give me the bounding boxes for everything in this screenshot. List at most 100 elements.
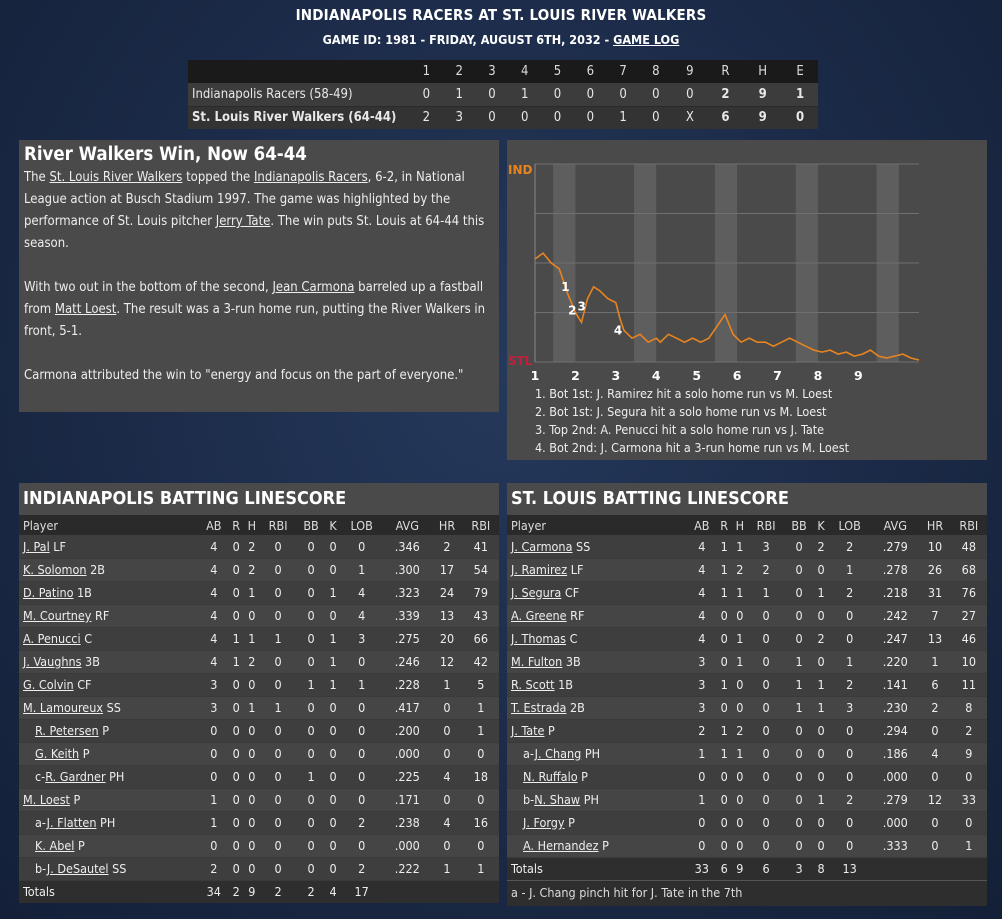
batting-col-header[interactable]: H bbox=[731, 515, 748, 535]
batting-col-header[interactable]: AB bbox=[199, 515, 229, 535]
batting-col-header[interactable]: LOB bbox=[828, 515, 872, 535]
player-link[interactable]: J. Tate bbox=[511, 723, 545, 738]
player-link[interactable]: M. Fulton bbox=[511, 654, 563, 669]
batting-col-header[interactable]: R bbox=[228, 515, 244, 535]
inning-tick-label: 3 bbox=[611, 368, 620, 380]
player-link[interactable]: J. Vaughns bbox=[23, 654, 82, 669]
stat-cell: 2 bbox=[731, 558, 748, 582]
sub-prefix: a- bbox=[523, 746, 535, 761]
player-position: 2B bbox=[566, 700, 585, 715]
player-link[interactable]: J. Carmona bbox=[511, 538, 573, 554]
stat-cell: 0 bbox=[325, 834, 341, 858]
batting-col-header[interactable]: HR bbox=[919, 515, 951, 535]
player-cell: J. Tate P bbox=[507, 719, 687, 743]
player-link-tate[interactable]: Jerry Tate bbox=[215, 214, 271, 229]
stat-cell: .141 bbox=[871, 673, 920, 697]
inning-tick-label: 6 bbox=[733, 368, 742, 380]
batting-col-header[interactable]: K bbox=[325, 515, 341, 535]
batting-col-header[interactable]: RBI bbox=[259, 515, 297, 535]
player-link[interactable]: R. Gardner bbox=[45, 769, 106, 784]
batting-col-header[interactable]: RBI bbox=[462, 515, 499, 535]
linescore-col-header: H bbox=[743, 60, 783, 83]
stat-cell: 0 bbox=[259, 558, 297, 582]
stat-cell: 0 bbox=[340, 765, 384, 789]
player-link[interactable]: J. Flatten bbox=[46, 815, 97, 830]
player-link[interactable]: D. Patino bbox=[23, 585, 74, 600]
batting-col-header[interactable]: BB bbox=[296, 515, 326, 535]
stat-cell: .300 bbox=[383, 558, 432, 582]
player-link-loest[interactable]: Matt Loest bbox=[54, 302, 117, 317]
event-marker: 2 bbox=[568, 304, 576, 318]
player-link[interactable]: K. Solomon bbox=[23, 562, 87, 577]
stat-cell: 0 bbox=[340, 696, 384, 720]
stat-cell: 0 bbox=[228, 719, 244, 743]
player-link[interactable]: J. Segura bbox=[511, 585, 562, 600]
player-link[interactable]: A. Greene bbox=[511, 608, 567, 623]
stl-batting-panel: ST. LOUIS BATTING LINESCORE Player AB R H RB… bbox=[507, 483, 987, 906]
stl-axis-label: STL bbox=[508, 354, 533, 368]
stat-cell: 0 bbox=[259, 604, 297, 628]
player-link[interactable]: M. Loest bbox=[23, 792, 70, 807]
batting-col-header[interactable]: R bbox=[716, 515, 732, 535]
stat-cell: 0 bbox=[243, 811, 260, 835]
player-link[interactable]: T. Estrada bbox=[511, 700, 567, 715]
player-cell: J. Segura CF bbox=[507, 581, 687, 605]
player-link[interactable]: J. Pal bbox=[23, 538, 50, 554]
inning-score: 2 bbox=[410, 106, 443, 129]
player-link[interactable]: J. DeSautel bbox=[46, 861, 109, 876]
event-marker: 4 bbox=[614, 323, 622, 337]
stat-cell: 0 bbox=[296, 535, 326, 559]
batting-col-header[interactable]: AVG bbox=[383, 515, 432, 535]
player-link[interactable]: J. Thomas bbox=[511, 631, 567, 646]
team-link-stl[interactable]: St. Louis River Walkers bbox=[49, 170, 183, 185]
batting-col-header[interactable]: RBI bbox=[747, 515, 785, 535]
batting-col-header[interactable]: Player bbox=[507, 515, 687, 535]
batting-col-header[interactable]: Player bbox=[19, 515, 199, 535]
batting-col-header[interactable]: HR bbox=[431, 515, 463, 535]
team-link-ind[interactable]: Indianapolis Racers bbox=[253, 170, 368, 185]
stat-cell: 13 bbox=[431, 604, 463, 628]
table-row: M. Courtney RF 4 0 0 0 0 0 4.339 13 43 bbox=[19, 604, 499, 628]
stat-cell: 1 bbox=[784, 650, 814, 674]
player-link[interactable]: N. Ruffalo bbox=[523, 769, 578, 784]
player-link[interactable]: M. Courtney bbox=[23, 608, 92, 623]
player-link[interactable]: J. Chang bbox=[534, 746, 582, 761]
batting-col-header[interactable]: AVG bbox=[871, 515, 920, 535]
batting-col-header[interactable]: K bbox=[813, 515, 829, 535]
stat-cell: 4 bbox=[919, 742, 951, 766]
player-link[interactable]: K. Abel bbox=[35, 838, 75, 853]
batting-col-header[interactable]: H bbox=[243, 515, 260, 535]
player-link[interactable]: J. Forgy bbox=[523, 815, 565, 830]
stat-cell: 0 bbox=[747, 673, 785, 697]
player-link[interactable]: N. Shaw bbox=[534, 792, 581, 807]
batting-col-header[interactable]: BB bbox=[784, 515, 814, 535]
player-link[interactable]: R. Scott bbox=[511, 677, 555, 692]
win-probability-panel: IND STL 1 2 3 4 1 2 3 4 5 6 7 8 9 1. Bot 1st: J. Ramir… bbox=[507, 140, 987, 460]
stat-cell: 0 bbox=[716, 696, 732, 720]
stat-cell: 4 bbox=[687, 535, 717, 559]
player-link[interactable]: A. Penucci bbox=[23, 631, 81, 646]
stat-cell: 0 bbox=[919, 719, 951, 743]
player-link[interactable]: J. Ramirez bbox=[511, 562, 568, 577]
batting-col-header[interactable]: RBI bbox=[950, 515, 987, 535]
stat-cell: 1 bbox=[199, 811, 229, 835]
batting-col-header[interactable]: AB bbox=[687, 515, 717, 535]
stat-cell: 0 bbox=[919, 834, 951, 858]
stat-cell: 1 bbox=[731, 742, 748, 766]
game-subtitle: GAME ID: 1981 - FRIDAY, AUGUST 6TH, 2032… bbox=[0, 32, 1002, 47]
player-link[interactable]: M. Lamoureux bbox=[23, 700, 104, 715]
stat-cell: 0 bbox=[784, 765, 814, 789]
player-link[interactable]: G. Keith bbox=[35, 746, 80, 761]
player-link[interactable]: G. Colvin bbox=[23, 677, 74, 692]
stat-cell: 1 bbox=[784, 696, 814, 720]
table-row: J. Vaughns 3B 4 1 2 0 0 1 0.246 12 42 bbox=[19, 650, 499, 674]
batting-col-header[interactable]: LOB bbox=[340, 515, 384, 535]
player-link-carmona[interactable]: Jean Carmona bbox=[272, 280, 355, 295]
inning-tick-label: 7 bbox=[773, 368, 782, 380]
stat-cell: .186 bbox=[871, 742, 920, 766]
player-link[interactable]: A. Hernandez bbox=[523, 838, 599, 853]
player-position: RF bbox=[566, 608, 585, 623]
stat-cell: 33 bbox=[950, 788, 987, 812]
game-log-link[interactable]: GAME LOG bbox=[613, 32, 680, 47]
player-link[interactable]: R. Petersen bbox=[35, 723, 99, 738]
